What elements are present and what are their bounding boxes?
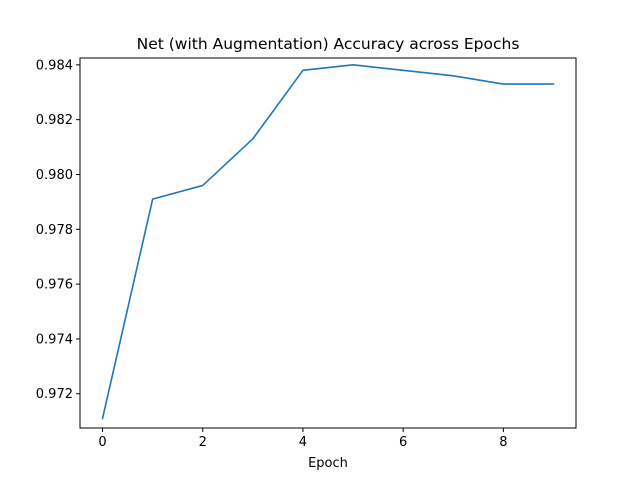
series-layer <box>101 64 555 420</box>
y-tick-label: 0.972 <box>36 387 73 402</box>
y-tick-label: 0.980 <box>36 168 73 183</box>
x-tick-label: 4 <box>299 435 307 450</box>
y-tick-label: 0.976 <box>36 278 73 293</box>
y-tick-label: 0.984 <box>36 58 73 73</box>
x-tick-label: 2 <box>199 435 207 450</box>
y-tick-label: 0.982 <box>36 113 73 128</box>
x-tick-label: 8 <box>499 435 507 450</box>
y-tick-label: 0.974 <box>36 332 73 347</box>
chart-title: Net (with Augmentation) Accuracy across … <box>137 35 520 53</box>
y-axis: 0.972 0.974 0.976 0.978 0.980 0.982 0.984 <box>36 58 80 402</box>
plot-frame <box>79 57 577 429</box>
x-axis-title: Epoch <box>308 456 348 471</box>
accuracy-line <box>101 64 555 420</box>
x-axis: 0 2 4 6 8 <box>98 428 507 450</box>
y-tick-label: 0.978 <box>36 223 73 238</box>
plot-area <box>80 58 576 428</box>
x-tick-label: 6 <box>399 435 407 450</box>
x-tick-label: 0 <box>98 435 106 450</box>
